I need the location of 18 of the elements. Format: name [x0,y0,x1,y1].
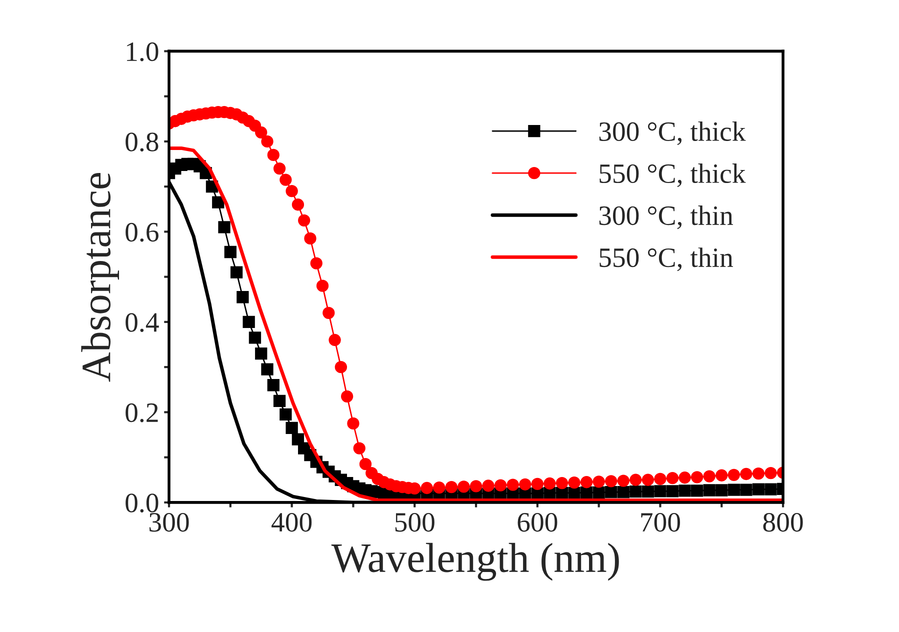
y-tick-label: 1.0 [127,42,158,62]
legend-label: 550 °C, thick [600,164,746,188]
x-tick-label: 300 [150,512,189,532]
x-tick-label: 800 [763,512,803,532]
x-tick-label: 600 [518,512,558,532]
legend-label: 300 °C, thick [599,121,746,146]
y-tick-label: 0.6 [126,222,158,242]
x-tick-label: 400 [272,512,312,532]
x-tick-label: 500 [395,512,434,532]
legend-label: 550 °C, thin [600,248,733,272]
x-axis-title: Wavelength (nm) [331,542,619,581]
y-tick-label: 0.0 [126,494,158,512]
legend-label: 300 °C, thin [599,206,733,230]
y-tick-label: 0.2 [126,403,158,422]
y-tick-label: 0.8 [126,132,158,152]
y-tick-label: 0.4 [126,313,159,332]
x-tick-label: 700 [641,512,680,532]
y-axis-title: Absorptance [81,172,120,382]
